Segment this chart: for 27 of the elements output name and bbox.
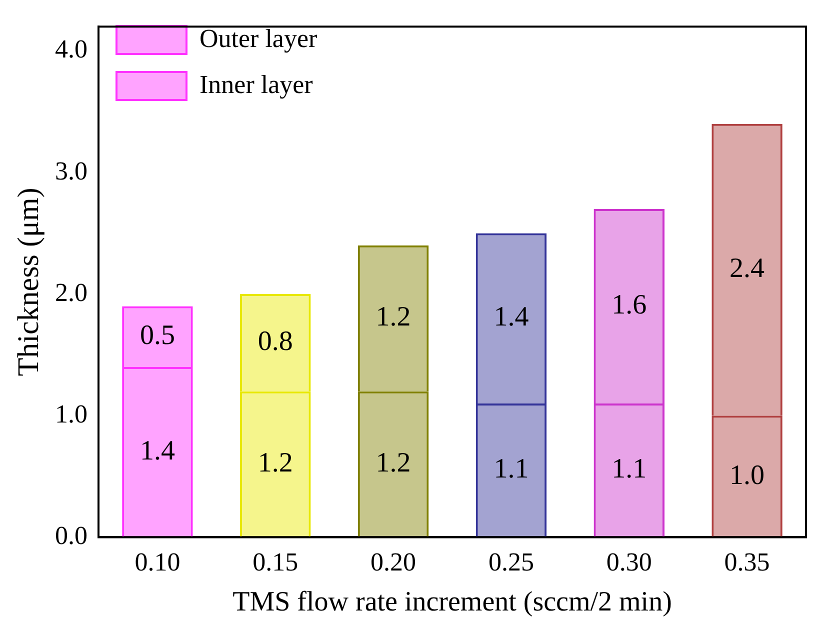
data-label: 0.5 bbox=[140, 320, 175, 351]
x-tick-label: 0.25 bbox=[488, 548, 534, 577]
x-tick-label: 0.20 bbox=[370, 548, 416, 577]
y-tick-label: 4.0 bbox=[55, 34, 88, 64]
y-tick-label: 3.0 bbox=[55, 156, 88, 186]
y-tick-label: 1.0 bbox=[55, 399, 88, 428]
x-tick-label: 0.15 bbox=[252, 548, 298, 577]
data-label: 0.8 bbox=[258, 326, 293, 358]
data-label: 1.1 bbox=[612, 454, 647, 485]
x-tick-label: 0.35 bbox=[724, 548, 770, 577]
data-label: 1.4 bbox=[494, 302, 529, 333]
data-label: 1.6 bbox=[612, 290, 647, 321]
x-tick-label: 0.30 bbox=[606, 548, 652, 577]
y-tick-label: 2.0 bbox=[55, 278, 88, 307]
data-label: 1.2 bbox=[376, 448, 411, 479]
data-label: 1.2 bbox=[258, 448, 293, 479]
data-label: 1.4 bbox=[140, 435, 175, 466]
x-tick-label: 0.10 bbox=[134, 548, 180, 577]
data-label: 1.1 bbox=[494, 454, 529, 485]
legend-label: Outer layer bbox=[200, 24, 318, 53]
data-label: 1.2 bbox=[376, 302, 411, 333]
data-label: 2.4 bbox=[730, 253, 765, 284]
x-axis-title: TMS flow rate increment (sccm/2 min) bbox=[232, 586, 672, 618]
y-axis-title: Thickness (μm) bbox=[12, 188, 45, 376]
legend-label: Inner layer bbox=[200, 70, 314, 99]
data-label: 1.0 bbox=[730, 460, 765, 491]
y-tick-label: 0.0 bbox=[55, 521, 88, 550]
